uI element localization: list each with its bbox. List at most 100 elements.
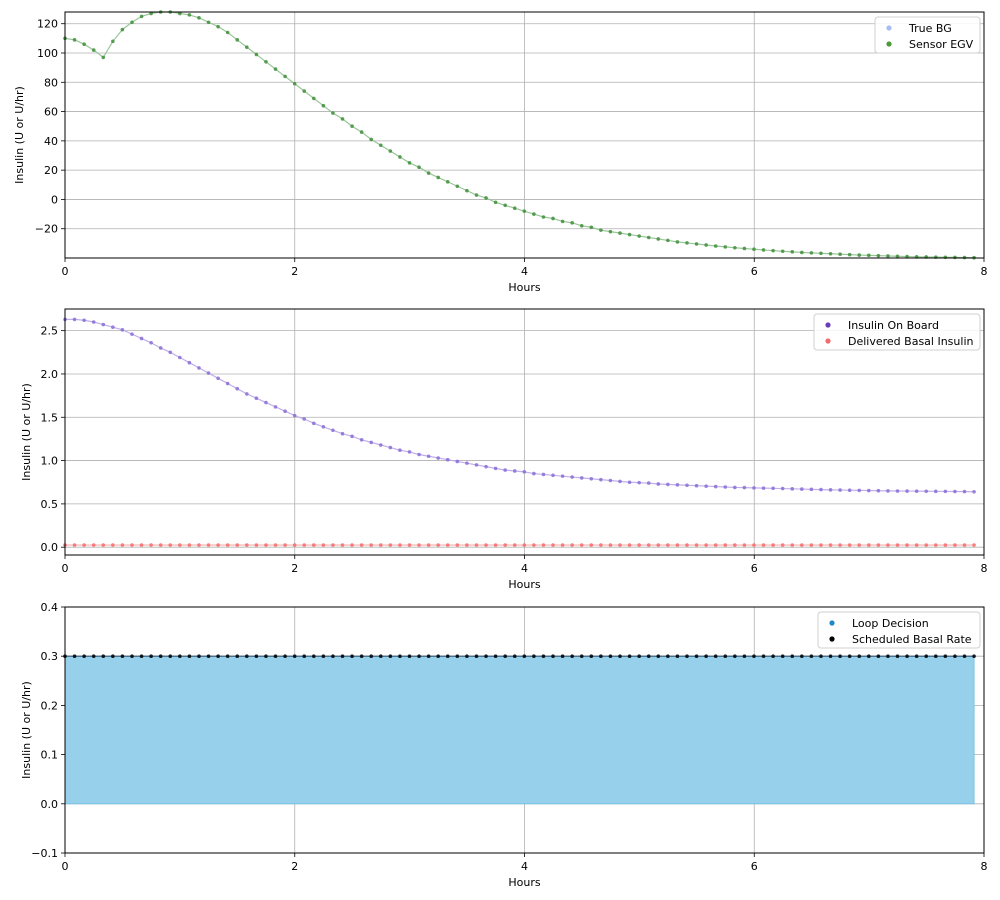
data-point (283, 409, 287, 414)
y-tick-label: 100 (37, 47, 58, 60)
data-point (876, 543, 881, 547)
data-point (312, 654, 316, 658)
chart-panel-3: 0 2 4 6 8 −0.1 0.0 0.1 0.2 0.3 0.4 Hours Insulin (U … (20, 601, 988, 889)
data-point (503, 468, 507, 472)
data-point (321, 425, 326, 429)
data-point (139, 543, 144, 547)
x-tick-label: 4 (521, 265, 528, 278)
data-point (426, 654, 431, 658)
data-point (790, 487, 795, 491)
data-point (694, 242, 699, 246)
data-point (493, 200, 498, 205)
data-point (101, 654, 106, 658)
data-point (245, 45, 249, 49)
data-point (72, 38, 77, 42)
y-tick-label: 0.0 (41, 541, 59, 554)
data-point (656, 654, 661, 658)
data-point (847, 488, 852, 493)
legend-marker (825, 322, 831, 328)
data-point (733, 245, 737, 250)
data-point (398, 155, 402, 159)
y-tick-label: 60 (44, 106, 58, 119)
data-point (273, 67, 278, 71)
data-point (752, 247, 756, 252)
data-point (225, 381, 230, 386)
data-point (378, 654, 383, 658)
data-point (474, 463, 479, 467)
data-point (713, 543, 718, 547)
data-point (579, 654, 584, 658)
data-point (493, 543, 498, 547)
data-point (895, 543, 900, 547)
data-point (627, 543, 632, 547)
data-point (340, 117, 345, 121)
y-tick-label: 0 (51, 193, 58, 206)
legend-label: Loop Decision (852, 617, 929, 630)
data-point (168, 654, 173, 658)
data-point (369, 654, 374, 658)
data-point (388, 149, 393, 153)
data-point (321, 654, 326, 658)
data-point (675, 483, 680, 487)
data-point (618, 479, 622, 484)
data-point (283, 74, 287, 79)
data-point (474, 654, 479, 658)
data-point (378, 143, 383, 148)
data-point (340, 543, 345, 547)
data-point (445, 654, 450, 658)
data-point (216, 654, 220, 658)
data-point (149, 340, 153, 345)
y-tick-label: 1.5 (41, 411, 59, 424)
data-point (532, 654, 536, 658)
data-point (273, 543, 278, 547)
data-point (512, 543, 517, 547)
data-point (206, 20, 211, 25)
legend-marker (825, 338, 831, 344)
data-point (599, 228, 603, 232)
data-point (694, 543, 699, 547)
data-point (512, 654, 517, 658)
data-point (235, 543, 240, 547)
legend-box (813, 313, 981, 351)
data-point (72, 543, 77, 547)
data-point (933, 654, 938, 658)
data-point (111, 325, 115, 329)
data-point (819, 487, 823, 492)
data-point (761, 543, 766, 547)
data-point (111, 654, 115, 658)
data-point (91, 543, 96, 547)
data-point (608, 654, 613, 658)
data-point (570, 654, 574, 658)
data-point (532, 212, 536, 216)
data-point (675, 654, 680, 658)
series-insulin-on-board (63, 317, 976, 494)
data-point (225, 30, 230, 35)
data-point (589, 476, 594, 481)
data-point (130, 654, 134, 658)
y-axis-label: Insulin (U or U/hr) (20, 681, 33, 779)
data-point (752, 654, 756, 658)
data-point (857, 253, 862, 257)
data-point (340, 431, 345, 436)
data-point (158, 346, 163, 350)
data-point (331, 428, 335, 433)
data-point (484, 654, 488, 658)
data-point (618, 231, 622, 235)
data-point (120, 27, 125, 32)
data-point (197, 654, 201, 658)
x-tick-label: 4 (521, 860, 528, 873)
data-point (111, 39, 115, 44)
data-point (886, 254, 890, 258)
data-point (426, 454, 431, 459)
data-point (742, 654, 747, 658)
data-point (876, 253, 881, 258)
data-point (455, 543, 460, 547)
data-point (82, 654, 86, 658)
data-point (599, 654, 603, 658)
data-point (953, 543, 957, 547)
data-point (522, 209, 527, 213)
data-point (646, 543, 651, 547)
data-point (599, 477, 603, 482)
data-point (637, 234, 641, 238)
x-tick-label: 4 (521, 562, 528, 575)
